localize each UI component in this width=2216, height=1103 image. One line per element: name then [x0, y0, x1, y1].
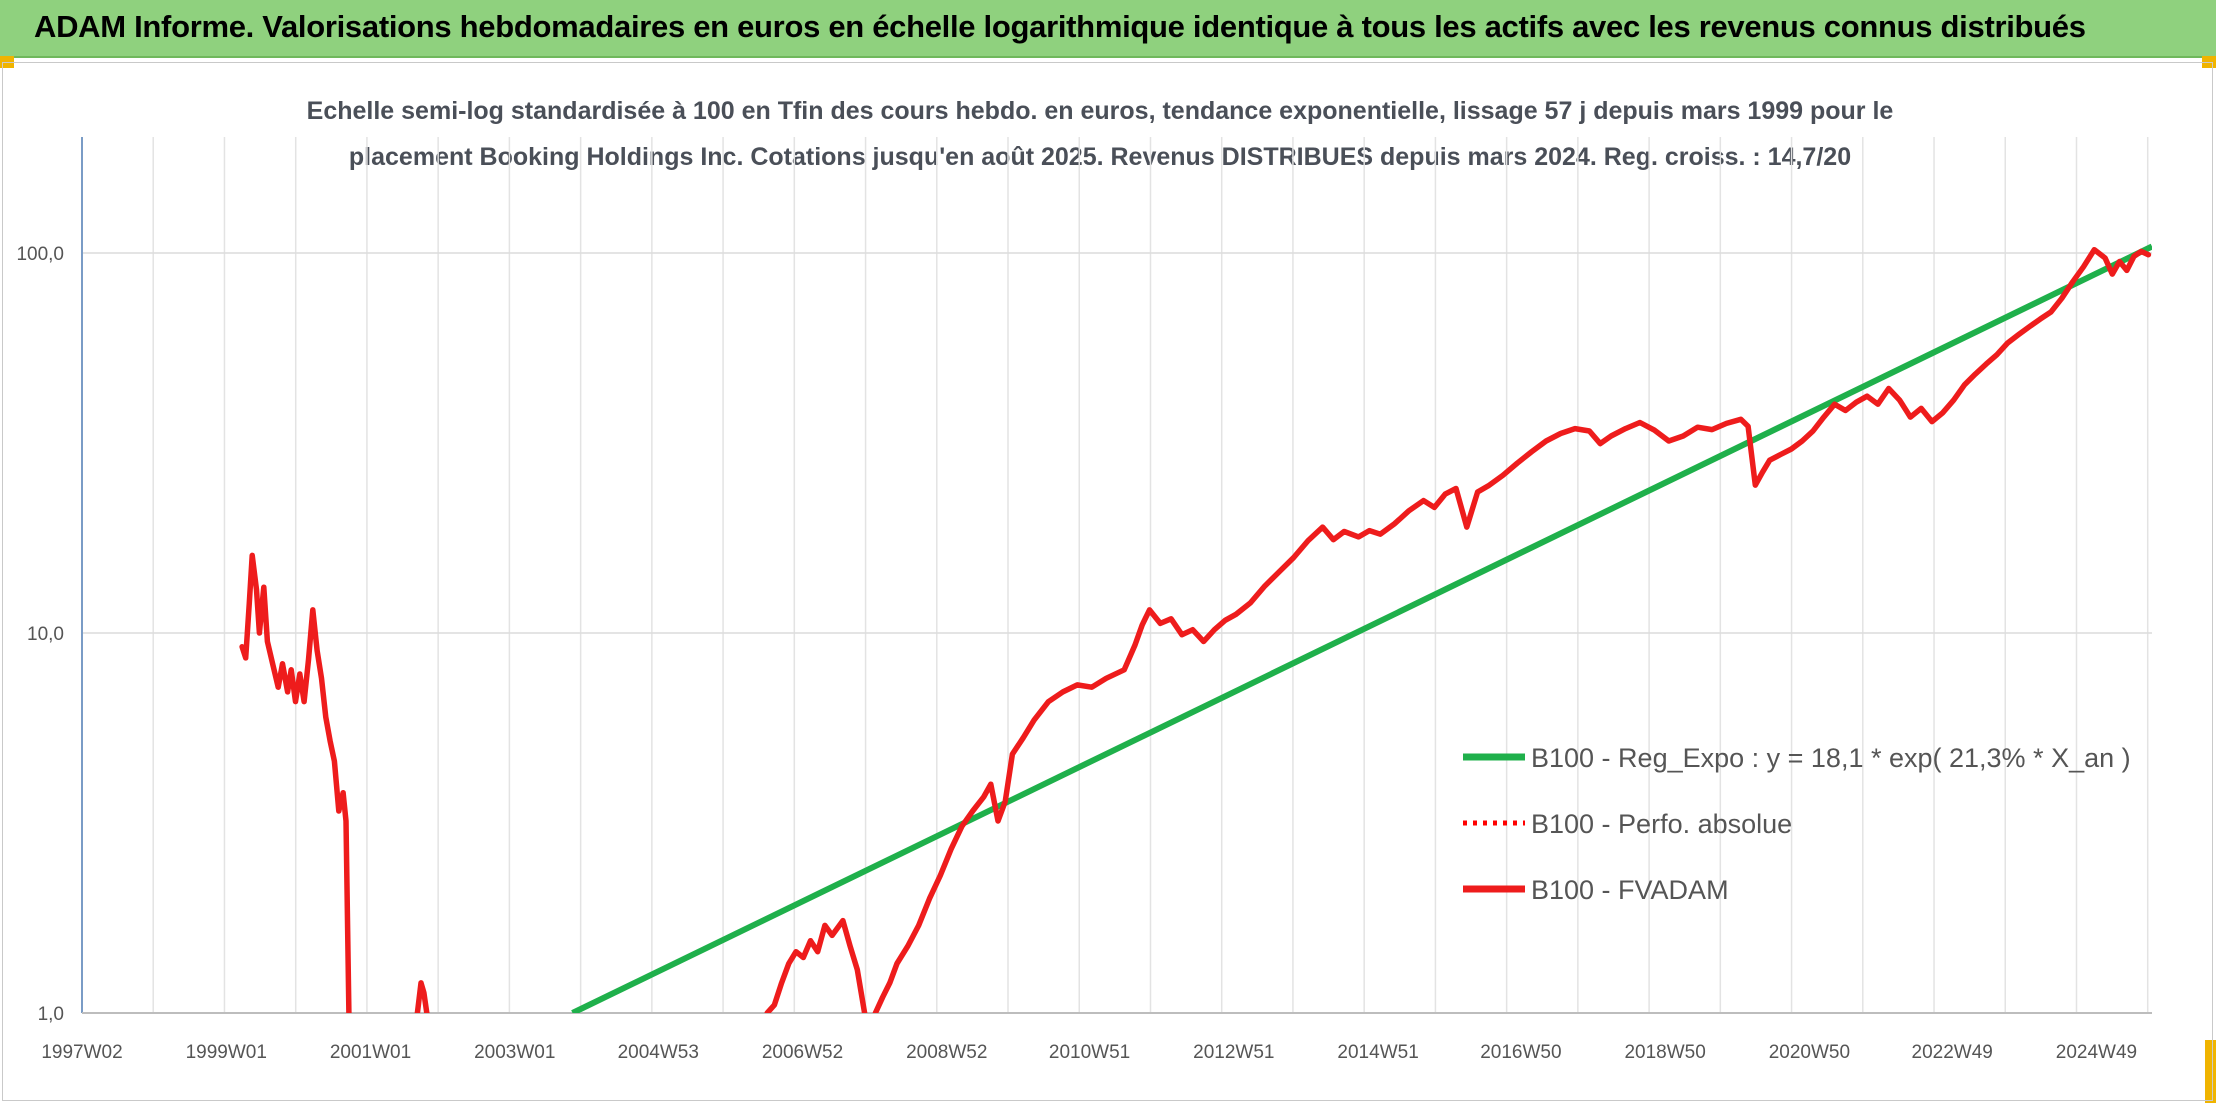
x-tick-label: 2006W52 [762, 1042, 843, 1063]
x-tick-label: 2018W50 [1624, 1042, 1705, 1063]
x-tick-label: 2004W53 [618, 1042, 699, 1063]
y-tick-label: 1,0 [38, 1004, 64, 1025]
series-line-2-segment [764, 917, 868, 1013]
y-tick-label: 100,0 [16, 244, 64, 265]
gridlines [81, 137, 2152, 1013]
x-tick-label: 2024W49 [2056, 1042, 2137, 1063]
x-tick-label: 1997W02 [41, 1042, 122, 1063]
legend-entry: B100 - Reg_Expo : y = 18,1 * exp( 21,3% … [1531, 743, 2131, 773]
chart-title-line2: placement Booking Holdings Inc. Cotation… [348, 143, 1852, 171]
x-tick-label: 2020W50 [1769, 1042, 1850, 1063]
corner-marker-bottom-right [2205, 1040, 2216, 1103]
x-tick-label: 1999W01 [186, 1042, 267, 1063]
x-tick-label: 2008W52 [906, 1042, 987, 1063]
report-title: ADAM Informe. Valorisations hebdomadaire… [34, 9, 2086, 44]
x-tick-label: 2003W01 [474, 1042, 555, 1063]
x-tick-label: 2016W50 [1480, 1042, 1561, 1063]
legend-entry: B100 - Perfo. absolue [1531, 809, 1792, 839]
x-tick-label: 2022W49 [1912, 1042, 1993, 1063]
x-tick-label: 2012W51 [1193, 1042, 1274, 1063]
series-line-2-segment [872, 246, 2152, 1013]
chart-title-line1: Echelle semi-log standardisée à 100 en T… [306, 97, 1894, 125]
series-line-2-segment [239, 552, 352, 1013]
x-tick-label: 2001W01 [330, 1042, 411, 1063]
chart-frame [2, 62, 2213, 1101]
legend: B100 - Reg_Expo : y = 18,1 * exp( 21,3% … [1463, 743, 2131, 905]
x-tick-label: 2014W51 [1337, 1042, 1418, 1063]
axes [81, 137, 2152, 1014]
y-tick-label: 10,0 [27, 624, 64, 645]
legend-entry: B100 - FVADAM [1531, 875, 1729, 905]
tick-labels: 1,0 10,0 100,0 1997W02 1999W01 2001W01 2003W01… [16, 244, 2137, 1063]
title-banner: ADAM Informe. Valorisations hebdomadaire… [0, 0, 2216, 58]
series-lines [239, 243, 2152, 1013]
x-tick-label: 2010W51 [1049, 1042, 1130, 1063]
series-line-0 [571, 243, 2152, 1013]
series-line-2-segment [414, 980, 430, 1013]
